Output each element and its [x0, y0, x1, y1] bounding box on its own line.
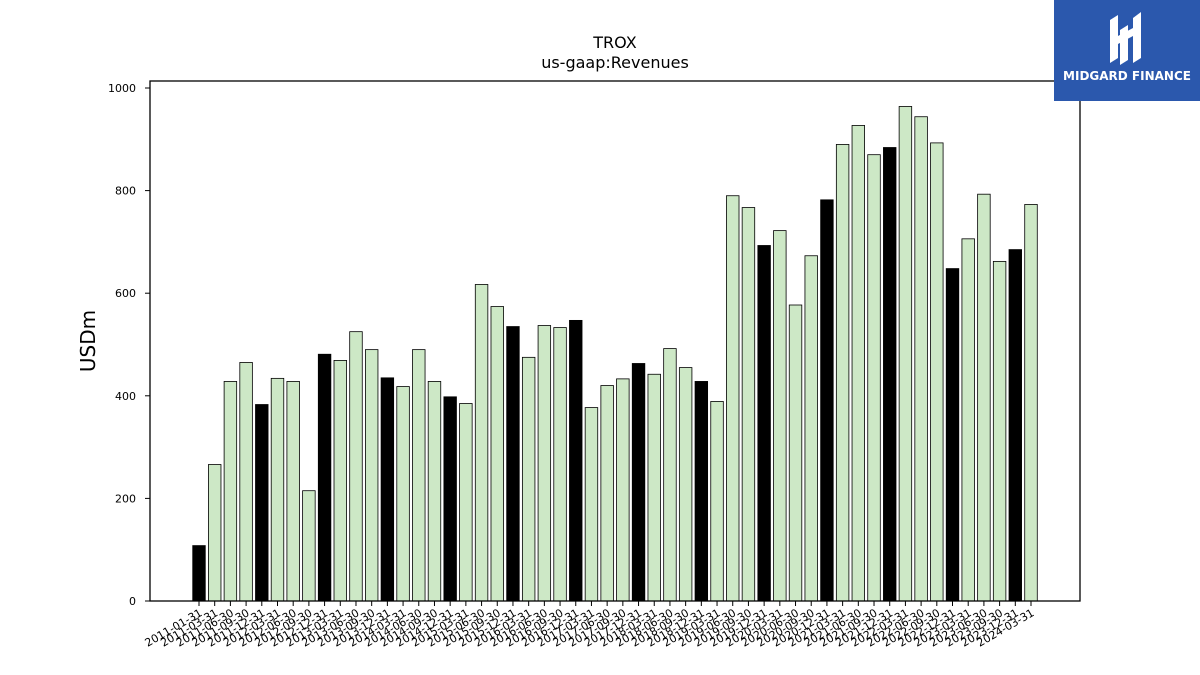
bars-group — [192, 106, 1038, 602]
bar — [443, 396, 457, 602]
bar — [412, 349, 426, 602]
bar — [694, 381, 709, 602]
bar — [521, 356, 536, 602]
bar — [474, 284, 489, 602]
y-tick-label: 0 — [129, 595, 136, 608]
y-tick-label: 400 — [115, 390, 136, 403]
bar — [364, 349, 379, 602]
bar — [333, 360, 347, 602]
bar — [239, 362, 253, 602]
bar — [647, 373, 661, 602]
bar — [490, 306, 504, 602]
bar — [726, 195, 740, 602]
bar — [992, 260, 1007, 602]
bar — [396, 386, 410, 602]
bar — [678, 367, 693, 602]
bar — [663, 348, 677, 602]
bar — [270, 377, 285, 602]
bar — [788, 304, 803, 602]
bar — [427, 381, 442, 602]
bar — [459, 403, 473, 602]
bar — [317, 353, 332, 602]
bar — [961, 238, 975, 602]
y-tick-label: 600 — [115, 287, 136, 300]
bar — [820, 199, 834, 602]
bar — [553, 327, 567, 602]
y-axis: 0 200 400 600 800 1000 — [108, 82, 150, 608]
bar — [851, 125, 865, 602]
y-axis-label: USDm — [76, 310, 100, 372]
bar — [1008, 249, 1022, 602]
bar — [631, 363, 646, 602]
bar — [208, 464, 222, 602]
bar — [773, 230, 787, 602]
bar — [380, 377, 395, 602]
bar — [255, 404, 269, 602]
bar — [616, 378, 630, 602]
bar — [898, 106, 913, 602]
bar — [537, 325, 552, 602]
bar — [1024, 204, 1038, 602]
x-axis: 2011-01-312011-03-312011-06-302011-09-30… — [143, 601, 1037, 650]
bar — [286, 381, 300, 602]
chart-subtitle: us-gaap:Revenues — [541, 53, 689, 72]
bar — [741, 207, 756, 602]
bar — [883, 147, 897, 602]
bar — [192, 545, 206, 602]
bar — [835, 144, 850, 602]
y-tick-label: 1000 — [108, 82, 136, 95]
bar — [569, 319, 583, 602]
plot-frame — [149, 80, 1081, 602]
logo-mark-icon — [1054, 0, 1200, 101]
bar — [600, 385, 614, 602]
bar — [930, 142, 944, 602]
bar — [977, 193, 991, 602]
bar — [349, 331, 363, 602]
bar — [804, 255, 818, 602]
chart-title: TROX — [592, 33, 636, 52]
bar — [914, 116, 928, 602]
bar — [223, 381, 238, 602]
logo-text: MIDGARD FINANCE — [1063, 69, 1191, 83]
bar — [302, 490, 316, 602]
y-tick-label: 800 — [115, 185, 136, 198]
midgard-finance-logo: MIDGARD FINANCE — [1054, 0, 1200, 101]
y-tick-label: 200 — [115, 492, 136, 505]
bar — [506, 326, 520, 602]
bar — [757, 245, 771, 602]
bar — [584, 407, 599, 602]
bar — [945, 268, 960, 602]
bar — [710, 401, 724, 602]
bar — [867, 154, 881, 602]
